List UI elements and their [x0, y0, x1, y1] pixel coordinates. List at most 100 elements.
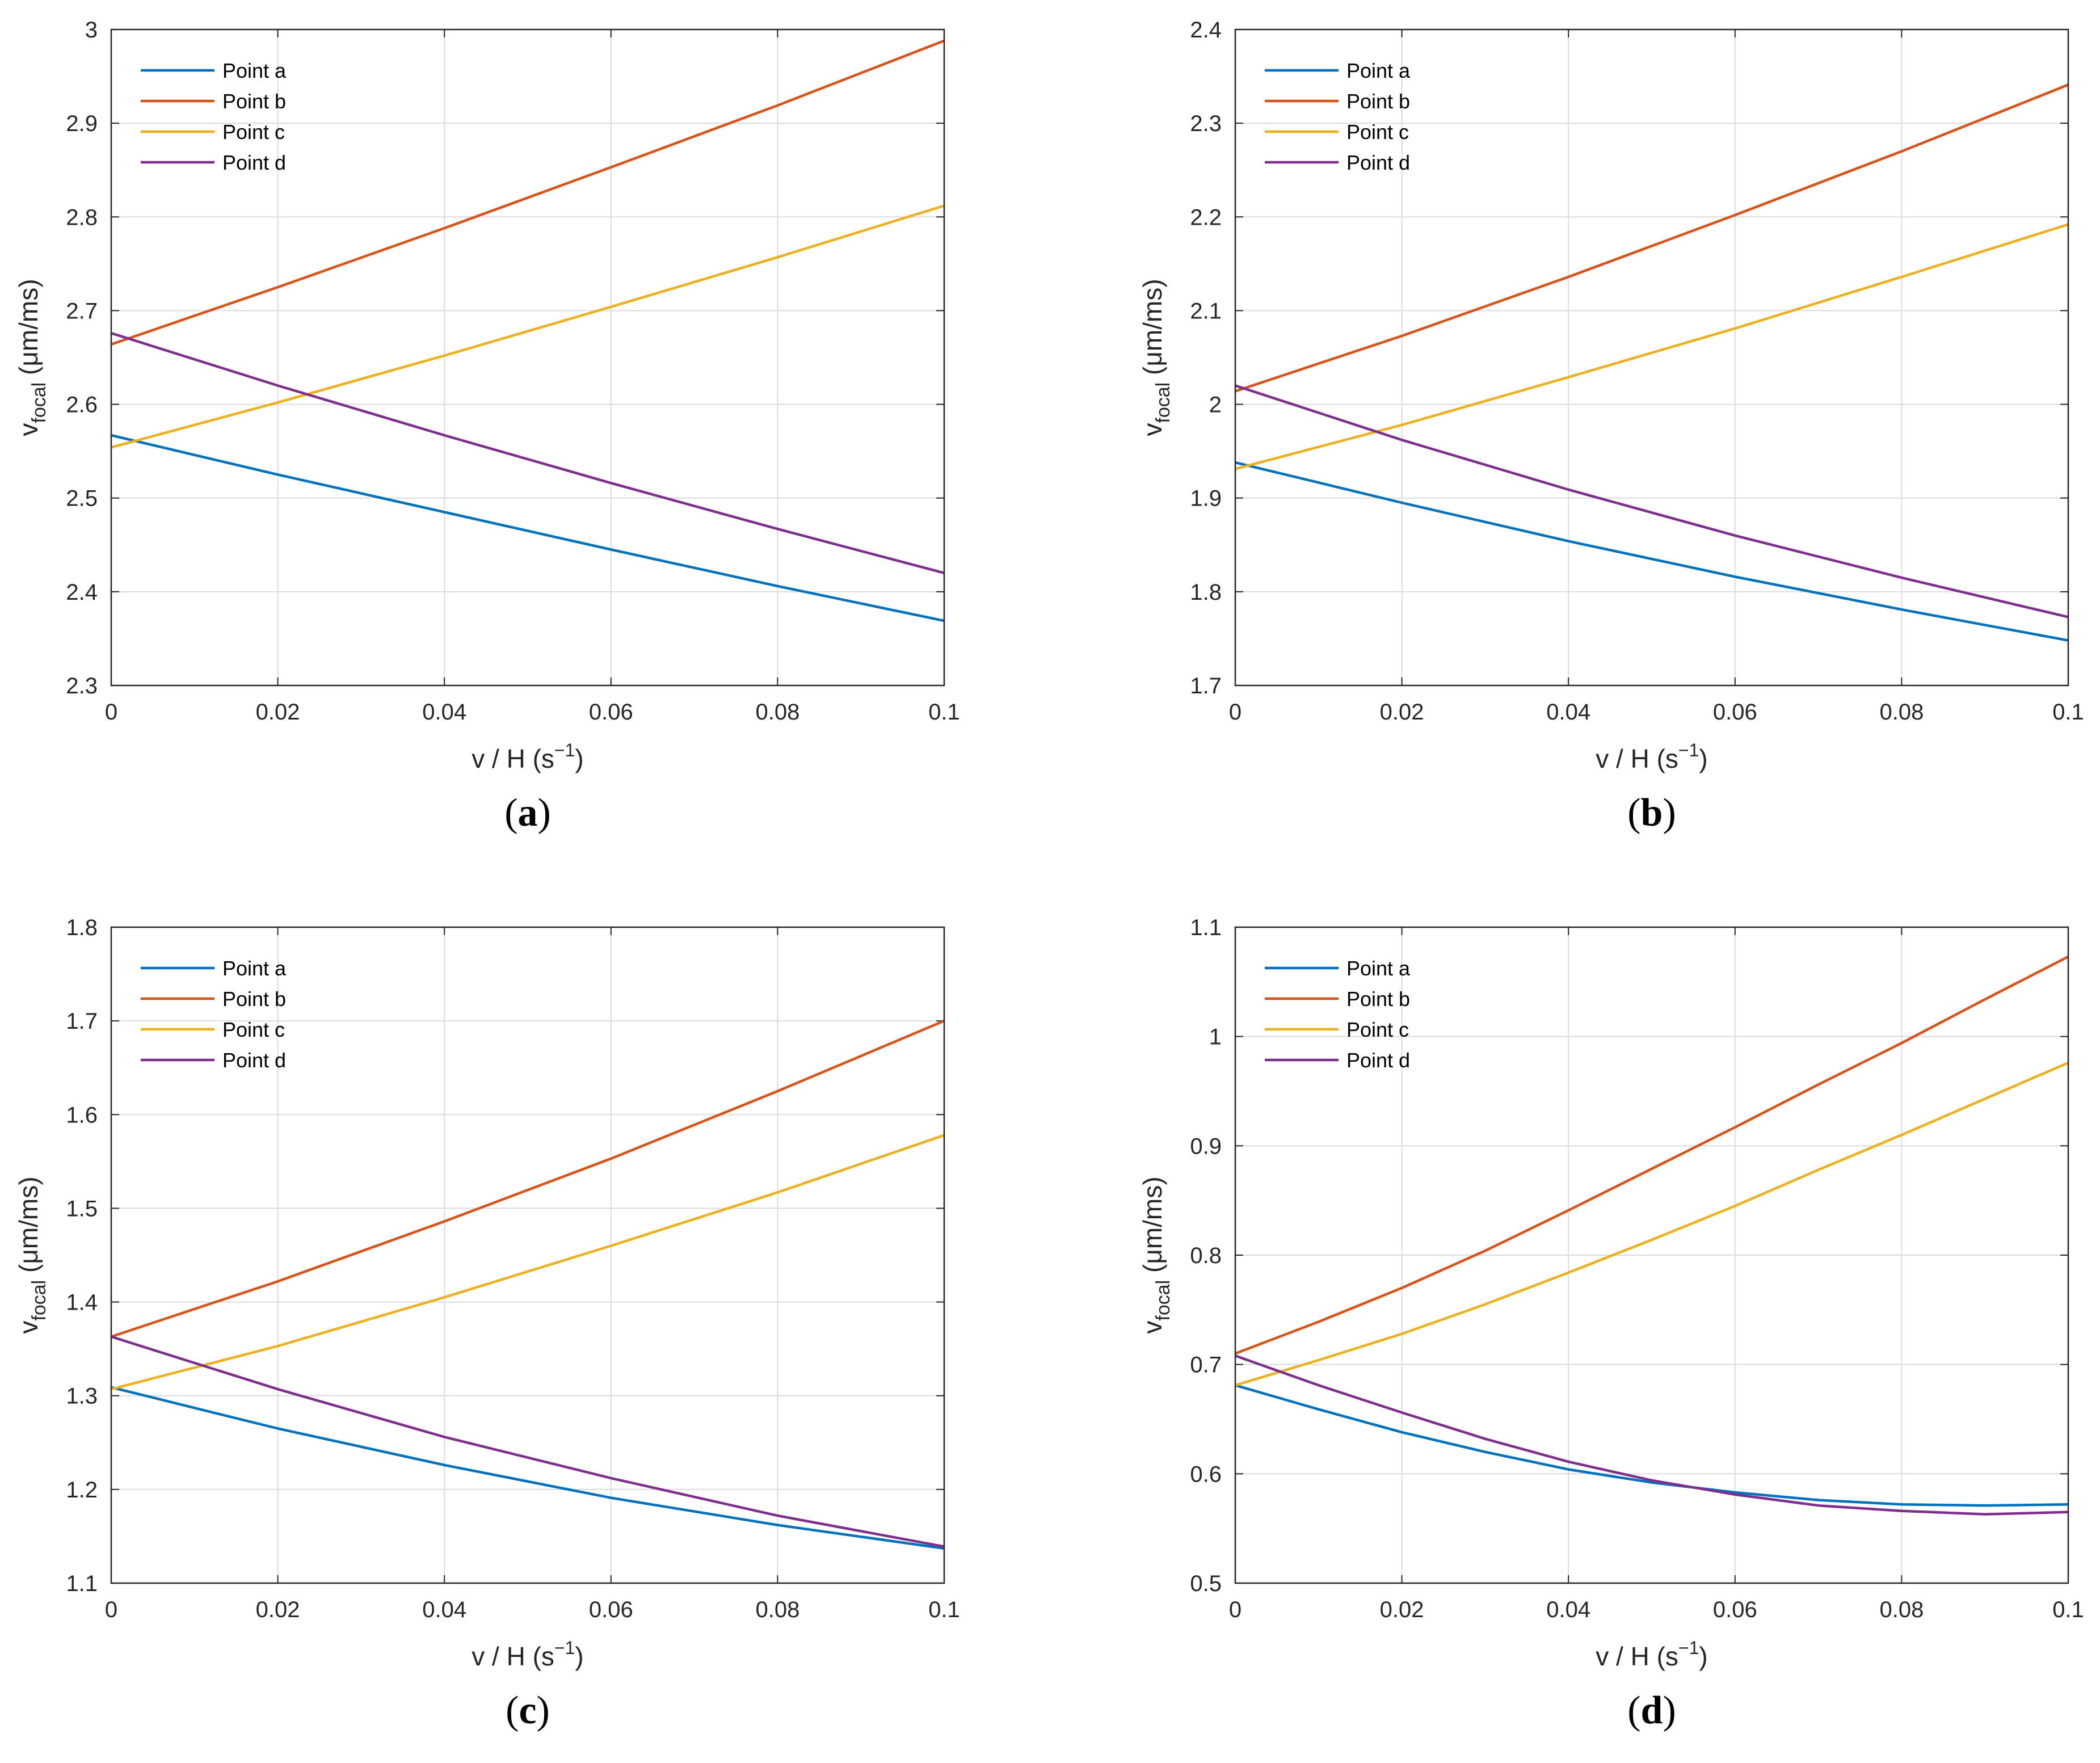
- y-tick-label: 0.9: [1190, 1134, 1222, 1159]
- axes-box: [110, 28, 945, 687]
- x-axis-label: v / H (s−1): [1596, 1638, 1707, 1671]
- y-tick-label: 1.5: [66, 1196, 98, 1221]
- y-tick-label: 2.4: [66, 580, 98, 605]
- y-tick-label: 1.9: [1190, 486, 1222, 511]
- x-tick-label: 0.02: [256, 700, 300, 725]
- plot-area: [111, 927, 944, 1583]
- legend-label: Point d: [1346, 1049, 1410, 1072]
- series-line-point-c: [111, 204, 944, 449]
- legend-label: Point a: [222, 957, 287, 980]
- legend-label: Point a: [1346, 957, 1411, 980]
- series-line-point-c: [1235, 223, 2068, 470]
- y-tick-label: 2.7: [66, 298, 98, 323]
- x-tick-label: 0.06: [589, 700, 633, 725]
- legend-label: Point d: [222, 151, 286, 174]
- series-line-point-d: [111, 1335, 944, 1548]
- series-line-point-b: [1235, 955, 2068, 1355]
- chart-panel-b: 0 0.02 0.04 0.06 0.08 0.1 1.7 1.8 1.9 2 2.1 2.2 2.3 2…: [1138, 18, 2084, 835]
- y-tick-label: 2: [1209, 393, 1222, 418]
- y-tick-label: 2.3: [66, 674, 98, 699]
- y-tick-label: 2.5: [66, 486, 98, 511]
- x-tick-label: 0.04: [422, 1597, 466, 1622]
- x-tick-label: 0.04: [422, 700, 466, 725]
- panel-caption: (b): [1627, 791, 1676, 835]
- plot-area: [1235, 30, 2068, 685]
- legend-label: Point b: [222, 987, 286, 1011]
- chart-panel-c: 0 0.02 0.04 0.06 0.08 0.1 1.1 1.2 1.3 1.4 1.5 1.6 1.…: [14, 915, 960, 1732]
- axes-box: [110, 926, 945, 1584]
- x-tick-label: 0.02: [256, 1597, 300, 1622]
- series-line-point-c: [111, 1134, 944, 1391]
- x-tick-label: 0.08: [755, 700, 799, 725]
- axes-box: [1234, 926, 2069, 1584]
- x-tick-label: 0.06: [1713, 700, 1757, 725]
- y-axis-label: vfocal (μm/ms): [14, 1176, 50, 1333]
- y-axis-label: vfocal (μm/ms): [1138, 1176, 1174, 1333]
- y-tick-label: 1.8: [66, 915, 98, 940]
- panel-caption: (c): [506, 1689, 550, 1732]
- x-tick-label: 0: [1229, 700, 1242, 725]
- y-tick-label: 2.3: [1190, 111, 1222, 136]
- y-tick-label: 2.8: [66, 205, 98, 230]
- chart-panel-d: 0 0.02 0.04 0.06 0.08 0.1 0.5 0.6 0.7 0.8 0.9 1 1.1 v…: [1138, 915, 2084, 1732]
- legend-label: Point a: [222, 59, 287, 82]
- series-line-point-d: [111, 331, 944, 575]
- x-tick-label: 0.04: [1546, 1597, 1590, 1622]
- x-axis-label: v / H (s−1): [472, 1638, 583, 1671]
- x-tick-label: 0: [105, 700, 117, 725]
- x-tick-label: 0.1: [928, 700, 960, 725]
- x-tick-label: 0.08: [1879, 1597, 1924, 1622]
- x-tick-label: 0.06: [589, 1597, 633, 1622]
- legend-label: Point b: [1346, 987, 1410, 1011]
- y-axis-label: vfocal (μm/ms): [14, 279, 50, 436]
- legend: Point a Point b Point c Point d: [1265, 59, 1411, 174]
- x-tick-label: 0.02: [1380, 700, 1424, 725]
- legend-label: Point c: [1346, 120, 1409, 144]
- legend-label: Point c: [1346, 1018, 1409, 1041]
- plot-area: [111, 30, 944, 685]
- chart-panel-a: 0 0.02 0.04 0.06 0.08 0.1 2.3 2.4 2.5 2.6 2.7 2.8 2.…: [14, 18, 960, 835]
- y-tick-label: 2.1: [1190, 298, 1222, 323]
- y-tick-label: 1.1: [66, 1571, 98, 1596]
- x-tick-label: 0.1: [2052, 1597, 2084, 1622]
- series-line-point-c: [1235, 1061, 2068, 1387]
- y-tick-label: 0.5: [1190, 1571, 1222, 1596]
- panel-caption: (d): [1627, 1689, 1676, 1732]
- x-tick-label: 0: [105, 1597, 117, 1622]
- series-line-point-a: [111, 434, 944, 622]
- y-tick-label: 1.1: [1190, 915, 1222, 940]
- series-line-point-b: [111, 39, 944, 346]
- y-tick-label: 1.8: [1190, 580, 1222, 605]
- x-tick-label: 0.1: [2052, 700, 2084, 725]
- series-line-point-d: [1235, 384, 2068, 618]
- y-tick-label: 0.7: [1190, 1353, 1222, 1378]
- x-tick-label: 0.06: [1713, 1597, 1757, 1622]
- series-line-point-b: [111, 1019, 944, 1338]
- legend: Point a Point b Point c Point d: [1265, 957, 1411, 1072]
- x-tick-label: 0.02: [1380, 1597, 1424, 1622]
- y-tick-label: 2.9: [66, 111, 98, 136]
- x-tick-label: 0.04: [1546, 700, 1590, 725]
- legend-label: Point a: [1346, 59, 1411, 82]
- legend-label: Point c: [222, 1018, 285, 1041]
- legend-label: Point d: [222, 1049, 286, 1072]
- x-axis-label: v / H (s−1): [1596, 740, 1707, 773]
- legend-label: Point c: [222, 120, 285, 144]
- x-tick-label: 0.08: [755, 1597, 799, 1622]
- series-line-point-a: [1235, 461, 2068, 642]
- series-line-point-a: [1235, 1384, 2068, 1507]
- series-line-point-a: [111, 1386, 944, 1550]
- y-tick-label: 2.6: [66, 393, 98, 418]
- y-tick-label: 1.4: [66, 1290, 98, 1315]
- y-tick-label: 3: [85, 18, 98, 43]
- legend-label: Point b: [1346, 90, 1410, 113]
- y-tick-label: 1.6: [66, 1103, 98, 1127]
- legend: Point a Point b Point c Point d: [141, 59, 287, 174]
- x-axis-label: v / H (s−1): [472, 740, 583, 773]
- series-line-point-d: [1235, 1354, 2068, 1516]
- y-tick-label: 2.4: [1190, 18, 1222, 43]
- y-tick-label: 0.8: [1190, 1243, 1222, 1268]
- y-tick-label: 0.6: [1190, 1462, 1222, 1487]
- y-tick-label: 1.2: [66, 1478, 98, 1503]
